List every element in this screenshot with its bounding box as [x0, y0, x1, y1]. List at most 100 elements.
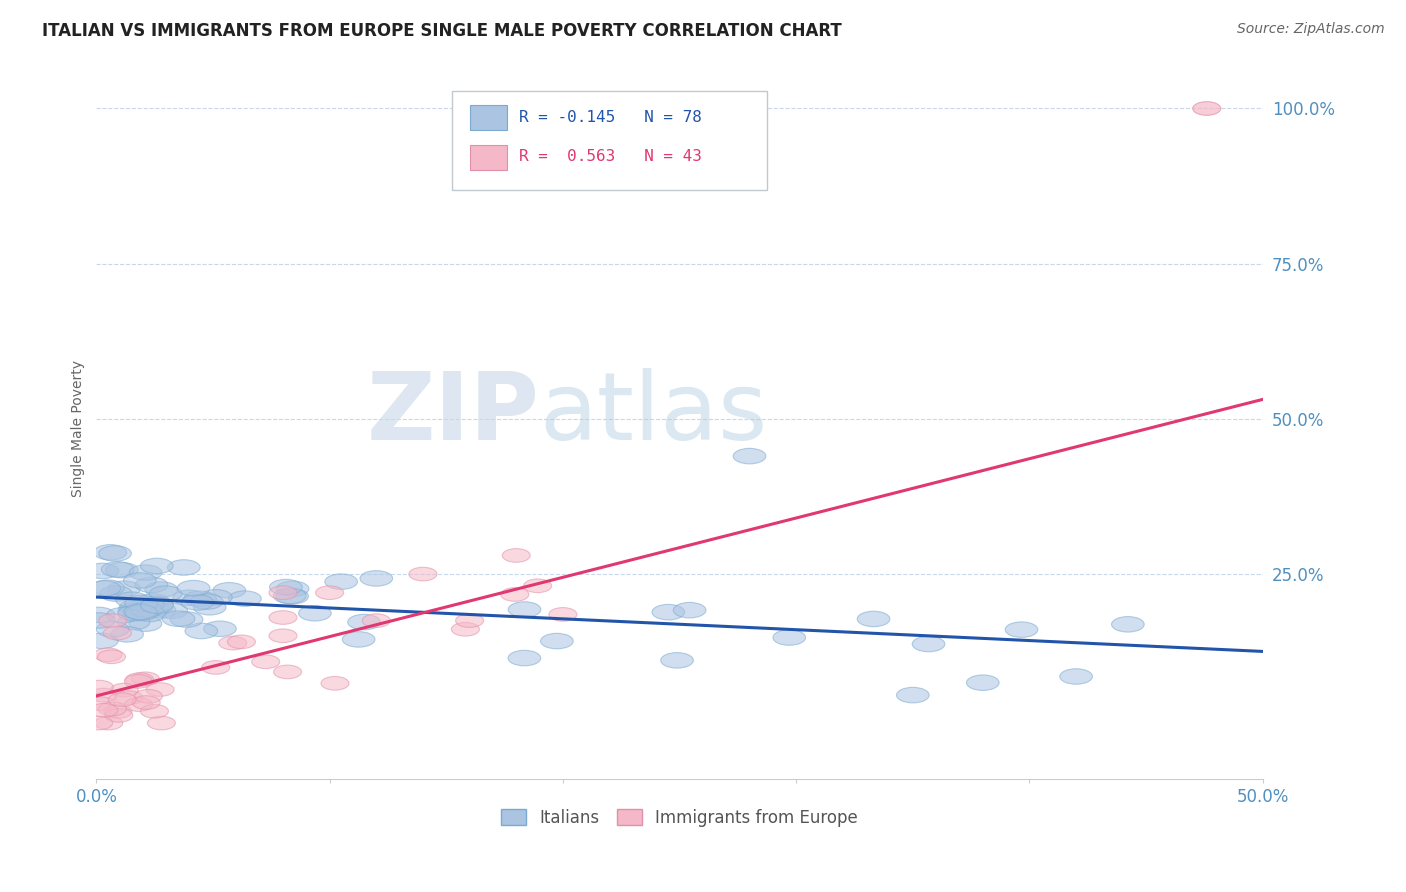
Ellipse shape — [117, 615, 150, 630]
Ellipse shape — [360, 571, 392, 586]
Ellipse shape — [83, 607, 115, 623]
Ellipse shape — [136, 600, 169, 616]
Ellipse shape — [321, 676, 349, 690]
Ellipse shape — [252, 655, 280, 669]
Ellipse shape — [100, 586, 132, 601]
FancyBboxPatch shape — [453, 92, 768, 190]
Legend: Italians, Immigrants from Europe: Italians, Immigrants from Europe — [495, 803, 865, 834]
Ellipse shape — [155, 603, 187, 619]
Ellipse shape — [105, 708, 132, 723]
Ellipse shape — [177, 581, 209, 596]
Ellipse shape — [274, 665, 301, 679]
Ellipse shape — [190, 594, 224, 609]
Ellipse shape — [508, 602, 541, 617]
Ellipse shape — [652, 605, 685, 620]
Ellipse shape — [673, 602, 706, 618]
Ellipse shape — [212, 582, 246, 598]
Ellipse shape — [173, 590, 205, 606]
Ellipse shape — [342, 632, 375, 648]
Ellipse shape — [548, 607, 576, 621]
Text: ITALIAN VS IMMIGRANTS FROM EUROPE SINGLE MALE POVERTY CORRELATION CHART: ITALIAN VS IMMIGRANTS FROM EUROPE SINGLE… — [42, 22, 842, 40]
Ellipse shape — [124, 573, 156, 588]
Ellipse shape — [125, 595, 157, 611]
Ellipse shape — [129, 615, 162, 632]
Ellipse shape — [148, 716, 176, 730]
Text: R =  0.563   N = 43: R = 0.563 N = 43 — [519, 149, 702, 164]
Ellipse shape — [145, 582, 177, 598]
Ellipse shape — [98, 702, 127, 716]
Ellipse shape — [83, 613, 115, 628]
Ellipse shape — [131, 672, 159, 686]
FancyBboxPatch shape — [470, 104, 508, 130]
Ellipse shape — [162, 611, 195, 626]
Ellipse shape — [96, 622, 129, 637]
Ellipse shape — [1005, 622, 1038, 638]
FancyBboxPatch shape — [470, 145, 508, 170]
Ellipse shape — [132, 597, 165, 613]
Ellipse shape — [733, 449, 766, 464]
Ellipse shape — [298, 606, 332, 621]
Ellipse shape — [141, 705, 169, 718]
Ellipse shape — [167, 559, 200, 575]
Ellipse shape — [523, 579, 551, 592]
Ellipse shape — [773, 630, 806, 645]
Ellipse shape — [134, 607, 166, 622]
Ellipse shape — [141, 558, 173, 574]
Ellipse shape — [501, 588, 529, 601]
Text: R = -0.145   N = 78: R = -0.145 N = 78 — [519, 110, 702, 125]
Ellipse shape — [125, 673, 153, 687]
Ellipse shape — [1060, 669, 1092, 684]
Ellipse shape — [87, 697, 115, 711]
Ellipse shape — [124, 604, 156, 620]
Ellipse shape — [409, 567, 437, 581]
Ellipse shape — [115, 592, 148, 607]
Ellipse shape — [91, 580, 124, 596]
Ellipse shape — [141, 597, 173, 612]
Ellipse shape — [118, 606, 150, 621]
Ellipse shape — [105, 562, 138, 578]
Ellipse shape — [1112, 616, 1144, 632]
Ellipse shape — [107, 607, 139, 623]
Ellipse shape — [108, 581, 141, 597]
Ellipse shape — [125, 698, 153, 712]
Ellipse shape — [1192, 102, 1220, 115]
Ellipse shape — [129, 565, 162, 581]
Ellipse shape — [101, 562, 134, 577]
Ellipse shape — [273, 588, 307, 604]
Ellipse shape — [228, 635, 256, 648]
Ellipse shape — [315, 586, 343, 599]
Ellipse shape — [966, 675, 1000, 690]
Ellipse shape — [897, 688, 929, 703]
Ellipse shape — [125, 605, 157, 621]
Ellipse shape — [84, 716, 112, 730]
Ellipse shape — [115, 691, 143, 705]
Ellipse shape — [89, 581, 121, 596]
Ellipse shape — [98, 614, 127, 627]
Ellipse shape — [269, 586, 297, 599]
Ellipse shape — [201, 661, 229, 674]
Ellipse shape — [94, 648, 122, 662]
Ellipse shape — [661, 653, 693, 668]
Ellipse shape — [86, 563, 118, 579]
Ellipse shape — [276, 581, 309, 597]
Ellipse shape — [269, 629, 297, 642]
Ellipse shape — [97, 650, 125, 664]
Ellipse shape — [94, 545, 127, 560]
Ellipse shape — [104, 626, 131, 640]
Ellipse shape — [451, 623, 479, 636]
Ellipse shape — [540, 633, 574, 648]
Ellipse shape — [135, 690, 163, 703]
Ellipse shape — [127, 602, 160, 618]
Ellipse shape — [347, 615, 381, 630]
Ellipse shape — [141, 598, 173, 614]
Ellipse shape — [132, 696, 160, 709]
Ellipse shape — [111, 626, 143, 642]
Ellipse shape — [200, 590, 232, 605]
Ellipse shape — [186, 624, 218, 639]
Ellipse shape — [184, 591, 217, 607]
Ellipse shape — [90, 689, 117, 702]
Ellipse shape — [456, 614, 484, 627]
Ellipse shape — [86, 633, 118, 648]
Text: Source: ZipAtlas.com: Source: ZipAtlas.com — [1237, 22, 1385, 37]
Ellipse shape — [131, 602, 163, 617]
